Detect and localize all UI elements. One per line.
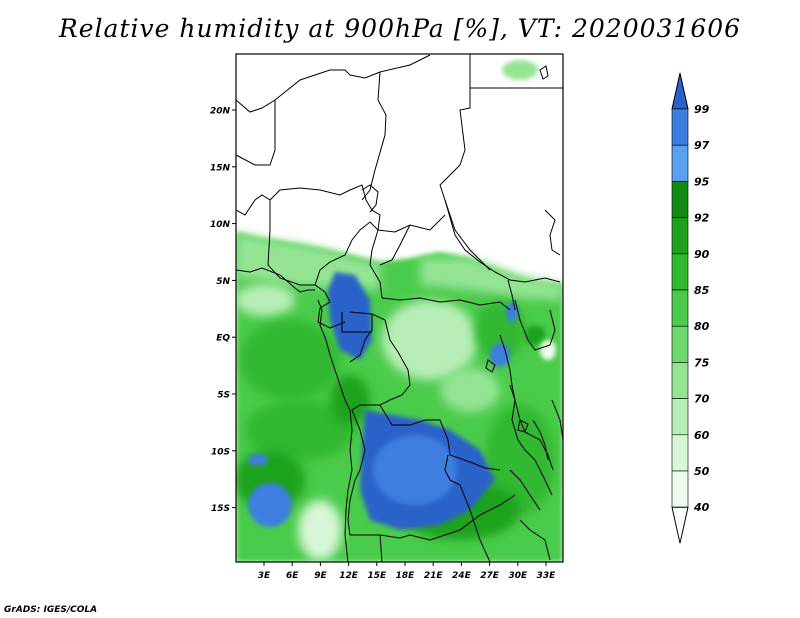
lon-label: 12E [339, 571, 359, 581]
lat-label: 5S [217, 391, 230, 401]
lat-label: EQ [216, 334, 230, 344]
colorbar-segment [671, 253, 689, 291]
humidity-field [236, 54, 563, 562]
color-bar-legend: 99 97 95 92 90 85 80 75 70 60 50 40 [671, 72, 710, 544]
colorbar-segment [671, 217, 689, 255]
colorbar-bottom-arrow [671, 506, 689, 544]
colorbar-label: 60 [694, 429, 710, 442]
lon-label: 3E [258, 571, 271, 581]
grads-credit: GrADS: IGES/COLA [4, 605, 98, 615]
longitude-axis: 3E 6E 9E 12E 15E 18E 21E 24E 27E 30E 33E [258, 562, 556, 581]
colorbar-label: 95 [694, 175, 710, 188]
lon-label: 24E [452, 571, 472, 581]
lon-label: 15E [367, 571, 387, 581]
colorbar-segment [671, 289, 689, 327]
lon-label: 18E [396, 571, 416, 581]
lon-label: 6E [286, 571, 299, 581]
map-frame [235, 53, 564, 563]
colorbar-label: 50 [694, 465, 710, 478]
lon-label: 9E [314, 571, 327, 581]
country-borders [236, 54, 563, 562]
colorbar-label: 85 [694, 284, 710, 297]
colorbar-segment [671, 108, 689, 146]
lon-label: 33E [537, 571, 557, 581]
latitude-axis: 20N 15N 10N 5N EQ 5S 10S 15S [210, 107, 236, 514]
colorbar-segment [671, 398, 689, 436]
lat-label: 20N [210, 107, 231, 117]
colorbar-segment [671, 325, 689, 363]
colorbar-label: 92 [694, 212, 710, 225]
colorbar-label: 75 [694, 356, 710, 369]
lon-label: 27E [480, 571, 500, 581]
lat-label: 10N [210, 220, 231, 230]
colorbar-segment [671, 144, 689, 182]
colorbar-segment [671, 362, 689, 399]
colorbar-label: 40 [693, 501, 710, 514]
colorbar-label: 99 [694, 103, 710, 116]
colorbar-label: 80 [694, 320, 710, 333]
colorbar-segment [671, 434, 689, 472]
lat-label: 5N [216, 277, 230, 287]
lat-label: 15S [211, 504, 230, 514]
lon-label: 30E [508, 571, 528, 581]
lon-label: 21E [424, 571, 444, 581]
colorbar-segment [671, 181, 689, 218]
lat-label: 10S [211, 447, 230, 457]
colorbar-label: 97 [694, 139, 710, 152]
lat-label: 15N [210, 163, 231, 173]
colorbar-top-arrow [671, 72, 689, 110]
colorbar-label: 70 [694, 393, 710, 406]
colorbar-segment [671, 470, 689, 508]
map-title: Relative humidity at 900hPa [%], VT: 202… [58, 14, 742, 43]
colorbar-label: 90 [694, 248, 710, 261]
